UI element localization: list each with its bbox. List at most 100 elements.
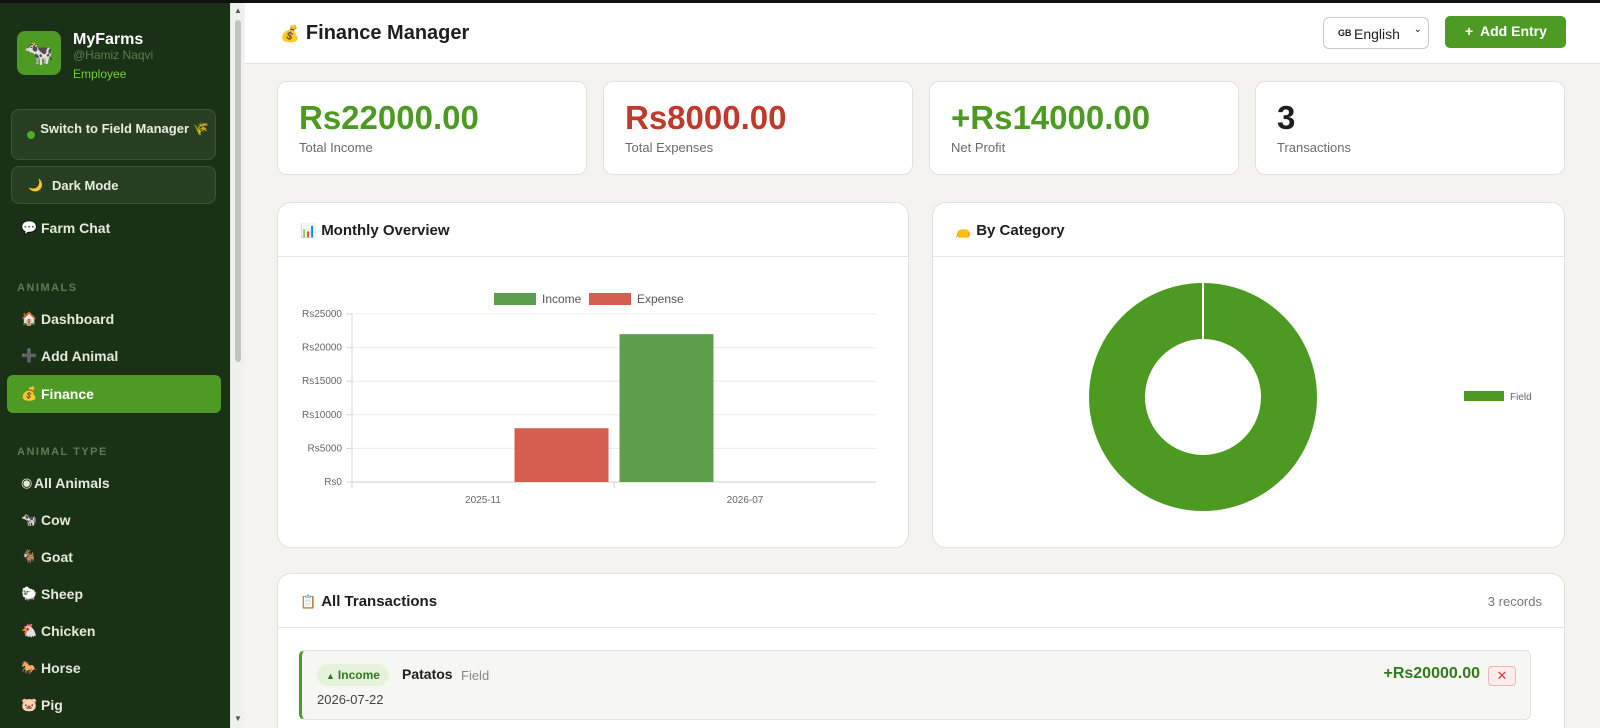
section-label-animals: ANIMALS <box>17 282 78 294</box>
stat-label: Total Income <box>299 140 373 155</box>
transaction-row[interactable]: ▲ Income Patatos Field 2026-07-22 +Rs2000… <box>299 650 1531 720</box>
scroll-down-arrow-icon[interactable]: ▼ <box>234 714 242 723</box>
panel-header: 📋 All Transactions 3 records <box>278 574 1564 628</box>
panel-title-text: All Transactions <box>321 593 438 610</box>
radio-dot-icon: ◉ <box>21 475 33 490</box>
sidebar-item-label: Cow <box>41 512 71 528</box>
user-handle: @Hamiz Naqvi <box>73 48 154 62</box>
y-tick-label: Rs20000 <box>302 343 342 354</box>
sidebar-item-farm-chat[interactable]: 💬 Farm Chat <box>7 209 221 247</box>
bar-expense-2025-11[interactable] <box>514 428 609 482</box>
sidebar-item-cow[interactable]: 🐄 Cow <box>7 501 221 539</box>
y-tick-label: Rs5000 <box>308 443 343 454</box>
stat-value: Rs22000.00 <box>299 99 479 136</box>
monthly-bar-chart: Income Expense Rs0 Rs5000 Rs10000 Rs15000 Rs20… <box>302 292 876 506</box>
sidebar-item-goat[interactable]: 🐐 Goat <box>7 538 221 576</box>
legend-swatch <box>589 293 631 305</box>
section-label-animal-type: ANIMAL TYPE <box>17 446 108 458</box>
y-tick-label: Rs10000 <box>302 410 342 421</box>
switch-to-field-manager-button[interactable]: Switch to Field Manager 🌾 <box>11 109 216 160</box>
sheep-icon: 🐑 <box>21 586 38 601</box>
y-tick-label: Rs0 <box>324 477 342 488</box>
chart-legend: Field <box>1464 391 1532 403</box>
sidebar-item-dashboard[interactable]: 🏠 Dashboard <box>7 300 221 338</box>
user-role: Employee <box>73 67 127 81</box>
panel-title: 👝 By Category <box>955 222 1065 239</box>
app-name: MyFarms <box>73 31 144 48</box>
panel-header: 📊 Monthly Overview <box>278 203 908 257</box>
triangle-up-icon: ▲ <box>326 671 335 681</box>
money-bag-icon: 💰 <box>21 386 38 401</box>
legend-swatch <box>1464 391 1504 401</box>
sidebar-item-label: Goat <box>41 549 73 565</box>
sidebar-item-label: Chicken <box>41 623 96 639</box>
moon-icon: 🌙 <box>28 178 43 192</box>
y-tick-label: Rs25000 <box>302 309 342 320</box>
dark-mode-button[interactable]: 🌙 Dark Mode <box>11 166 216 204</box>
sidebar-item-label: Pig <box>41 697 63 713</box>
panel-title-text: Monthly Overview <box>321 222 450 239</box>
cow-logo-icon: 🐄 <box>17 31 61 75</box>
stat-label: Total Expenses <box>625 140 714 155</box>
chicken-icon: 🐔 <box>21 623 38 638</box>
chat-bubble-icon: 💬 <box>21 220 38 235</box>
scrollbar-thumb[interactable] <box>235 20 241 362</box>
switch-label: Switch to Field Manager 🌾 <box>40 121 209 136</box>
records-count: 3 records <box>1487 594 1542 609</box>
sidebar-item-chicken[interactable]: 🐔 Chicken <box>7 612 221 650</box>
income-badge: ▲ Income <box>317 664 389 686</box>
add-entry-button[interactable]: + Add Entry <box>1445 16 1566 48</box>
sidebar-item-finance[interactable]: 💰 Finance <box>7 375 221 413</box>
panel-title-text: By Category <box>976 222 1065 239</box>
language-value: English <box>1354 26 1400 42</box>
y-axis: Rs0 Rs5000 Rs10000 Rs15000 Rs20000 Rs25000 <box>302 309 876 488</box>
delete-transaction-button[interactable]: ✕ <box>1488 666 1516 686</box>
plus-icon: + <box>1465 23 1474 39</box>
bar-income-2026-07[interactable] <box>619 334 714 482</box>
stat-value: Rs8000.00 <box>625 99 787 136</box>
y-tick-label: Rs15000 <box>302 376 342 387</box>
sidebar-scrollbar[interactable]: ▲ ▼ <box>230 0 244 728</box>
sidebar-item-sheep[interactable]: 🐑 Sheep <box>7 575 221 613</box>
all-transactions-panel: 📋 All Transactions 3 records ▲ Income Pata… <box>277 573 1565 728</box>
stat-value: +Rs14000.00 <box>951 99 1151 136</box>
x-tick-label: 2025-11 <box>465 495 501 506</box>
language-select[interactable]: GB English ⌄ <box>1323 17 1429 49</box>
transaction-date: 2026-07-22 <box>317 692 384 707</box>
sidebar-item-label: Farm Chat <box>41 220 111 236</box>
panel-title: 📋 All Transactions <box>300 593 437 610</box>
stat-card-net-profit: +Rs14000.00 Net Profit <box>929 81 1239 175</box>
category-donut-chart: Field <box>1089 283 1532 511</box>
badge-text: Income <box>337 668 380 682</box>
x-tick-label: 2026-07 <box>727 495 764 506</box>
sidebar: 🐄 MyFarms @Hamiz Naqvi Employee Switch t… <box>0 0 230 728</box>
stat-label: Transactions <box>1277 140 1351 155</box>
monthly-overview-panel: 📊 Monthly Overview Income Expense Rs0 Rs5000… <box>277 202 909 548</box>
goat-icon: 🐐 <box>21 549 38 564</box>
bar-chart-icon: 📊 <box>300 223 317 238</box>
sidebar-item-add-animal[interactable]: ➕ Add Animal <box>7 337 221 375</box>
sidebar-item-horse[interactable]: 🐎 Horse <box>7 649 221 687</box>
panel-title: 📊 Monthly Overview <box>300 222 450 239</box>
by-category-panel: 👝 By Category Field <box>932 202 1565 548</box>
status-dot-icon <box>27 131 35 139</box>
scroll-up-arrow-icon[interactable]: ▲ <box>234 6 242 15</box>
transaction-category: Field <box>461 668 490 683</box>
transaction-name: Patatos <box>402 666 453 682</box>
sidebar-item-label: Finance <box>41 386 94 402</box>
sidebar-item-pig[interactable]: 🐷 Pig <box>7 686 221 724</box>
brand: 🐄 MyFarms @Hamiz Naqvi Employee <box>17 31 217 91</box>
sidebar-item-all-animals[interactable]: ◉ All Animals <box>7 464 221 502</box>
window-top-border <box>0 0 1600 3</box>
x-axis: 2025-11 2026-07 <box>351 482 764 506</box>
house-icon: 🏠 <box>21 311 38 326</box>
plus-icon: ➕ <box>21 348 38 363</box>
stat-card-transactions: 3 Transactions <box>1255 81 1565 175</box>
dark-mode-label: Dark Mode <box>52 178 119 193</box>
close-icon: ✕ <box>1496 668 1508 683</box>
transaction-amount: +Rs20000.00 <box>1383 665 1480 682</box>
wallet-icon: 👝 <box>955 223 972 238</box>
legend-label: Expense <box>637 292 684 306</box>
clipboard-icon: 📋 <box>300 594 317 609</box>
sidebar-item-label: All Animals <box>34 475 110 491</box>
